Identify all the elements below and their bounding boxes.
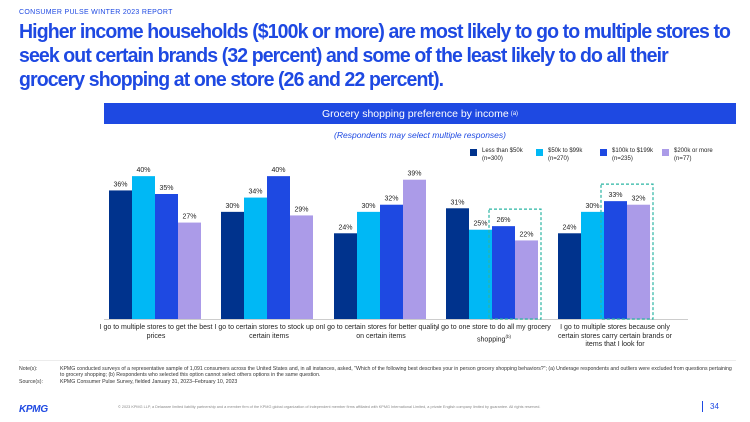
bar bbox=[221, 211, 244, 319]
bar bbox=[581, 211, 604, 319]
headline: Higher income households ($100k or more)… bbox=[19, 20, 731, 92]
category-text: I go to certain stores to stock up on ce… bbox=[214, 324, 324, 340]
data-label: 27% bbox=[182, 214, 196, 221]
legend-swatch bbox=[600, 149, 607, 156]
bar bbox=[558, 233, 581, 319]
legend-swatch bbox=[536, 149, 543, 156]
category-text: I go to one store to do all my grocery s… bbox=[437, 324, 551, 343]
category-text: I go to multiple stores because only cer… bbox=[558, 324, 672, 348]
bar bbox=[178, 222, 201, 319]
legend-label: Less than $50k bbox=[482, 148, 523, 154]
data-label: 40% bbox=[136, 167, 150, 174]
bar bbox=[469, 229, 492, 319]
bar bbox=[604, 201, 627, 319]
bar bbox=[380, 204, 403, 319]
highlight-box bbox=[600, 183, 654, 320]
chart-title-note: (a) bbox=[510, 110, 519, 117]
chart-subtitle: (Respondents may select multiple respons… bbox=[334, 130, 506, 140]
bar bbox=[334, 233, 357, 319]
data-label: 30% bbox=[225, 203, 239, 210]
legend-label: $200k or more bbox=[674, 148, 713, 154]
notes-text: KPMG conducted surveys of a representati… bbox=[60, 366, 732, 379]
category-label-3: I go to one store to do all my grocery s… bbox=[434, 324, 554, 344]
bar bbox=[515, 240, 538, 319]
chart-title-bar: Grocery shopping preference by income (a) bbox=[104, 103, 736, 124]
copyright: © 2023 KPMG LLP, a Delaware limited liab… bbox=[118, 405, 541, 409]
footnotes: Note(s): KPMG conducted surveys of a repr… bbox=[19, 366, 735, 385]
category-note: (b) bbox=[505, 333, 511, 339]
legend-n: (n=77) bbox=[674, 155, 692, 162]
report-kicker: CONSUMER PULSE WINTER 2023 REPORT bbox=[19, 9, 173, 16]
legend-swatch bbox=[662, 149, 669, 156]
page-separator bbox=[702, 401, 703, 412]
data-label: 32% bbox=[384, 196, 398, 203]
data-label: 24% bbox=[562, 224, 576, 231]
data-label: 24% bbox=[338, 224, 352, 231]
legend-n: (n=300) bbox=[482, 155, 503, 162]
legend-n: (n=235) bbox=[612, 155, 633, 162]
data-label: 34% bbox=[248, 189, 262, 196]
bar bbox=[109, 190, 132, 319]
source-label: Source(s): bbox=[19, 378, 43, 385]
category-label-4: I go to multiple stores because only cer… bbox=[553, 324, 677, 350]
data-label: 31% bbox=[450, 199, 464, 206]
data-label: 36% bbox=[113, 181, 127, 188]
data-label: 25% bbox=[473, 221, 487, 228]
data-label: 26% bbox=[496, 217, 510, 224]
page-number: 34 bbox=[710, 402, 719, 411]
category-text: I go to multiple stores to get the best … bbox=[99, 324, 213, 340]
category-label-0: I go to multiple stores to get the best … bbox=[96, 324, 216, 341]
data-label: 30% bbox=[585, 203, 599, 210]
data-label: 40% bbox=[271, 167, 285, 174]
bar bbox=[446, 208, 469, 319]
data-label: 39% bbox=[407, 171, 421, 178]
legend-label: $50k to $99k bbox=[548, 148, 583, 154]
category-label-2: I go to certain stores for better qualit… bbox=[321, 324, 441, 341]
notes-label: Note(s): bbox=[19, 366, 38, 372]
bar bbox=[267, 176, 290, 319]
data-label: 33% bbox=[608, 192, 622, 199]
bar bbox=[492, 226, 515, 319]
legend-label: $100k to $199k bbox=[612, 148, 654, 154]
data-label: 32% bbox=[631, 196, 645, 203]
bar bbox=[627, 204, 650, 319]
bar bbox=[403, 179, 426, 319]
kpmg-logo: KPMG bbox=[19, 404, 48, 415]
category-text: I go to certain stores for better qualit… bbox=[323, 324, 439, 340]
data-label: 35% bbox=[159, 185, 173, 192]
chart-title: Grocery shopping preference by income bbox=[321, 107, 509, 120]
bar bbox=[155, 194, 178, 319]
data-label: 22% bbox=[519, 231, 533, 238]
bar bbox=[244, 197, 267, 319]
legend-n: (n=270) bbox=[548, 155, 569, 162]
legend-swatch bbox=[470, 149, 477, 156]
highlight-box bbox=[488, 208, 542, 320]
category-label-1: I go to certain stores to stock up on ce… bbox=[209, 324, 329, 341]
data-label: 29% bbox=[294, 206, 308, 213]
bar bbox=[290, 215, 313, 319]
bar bbox=[357, 211, 380, 319]
source-text: KPMG Consumer Pulse Survey, fielded Janu… bbox=[60, 378, 238, 385]
bar bbox=[132, 176, 155, 319]
data-label: 30% bbox=[361, 203, 375, 210]
